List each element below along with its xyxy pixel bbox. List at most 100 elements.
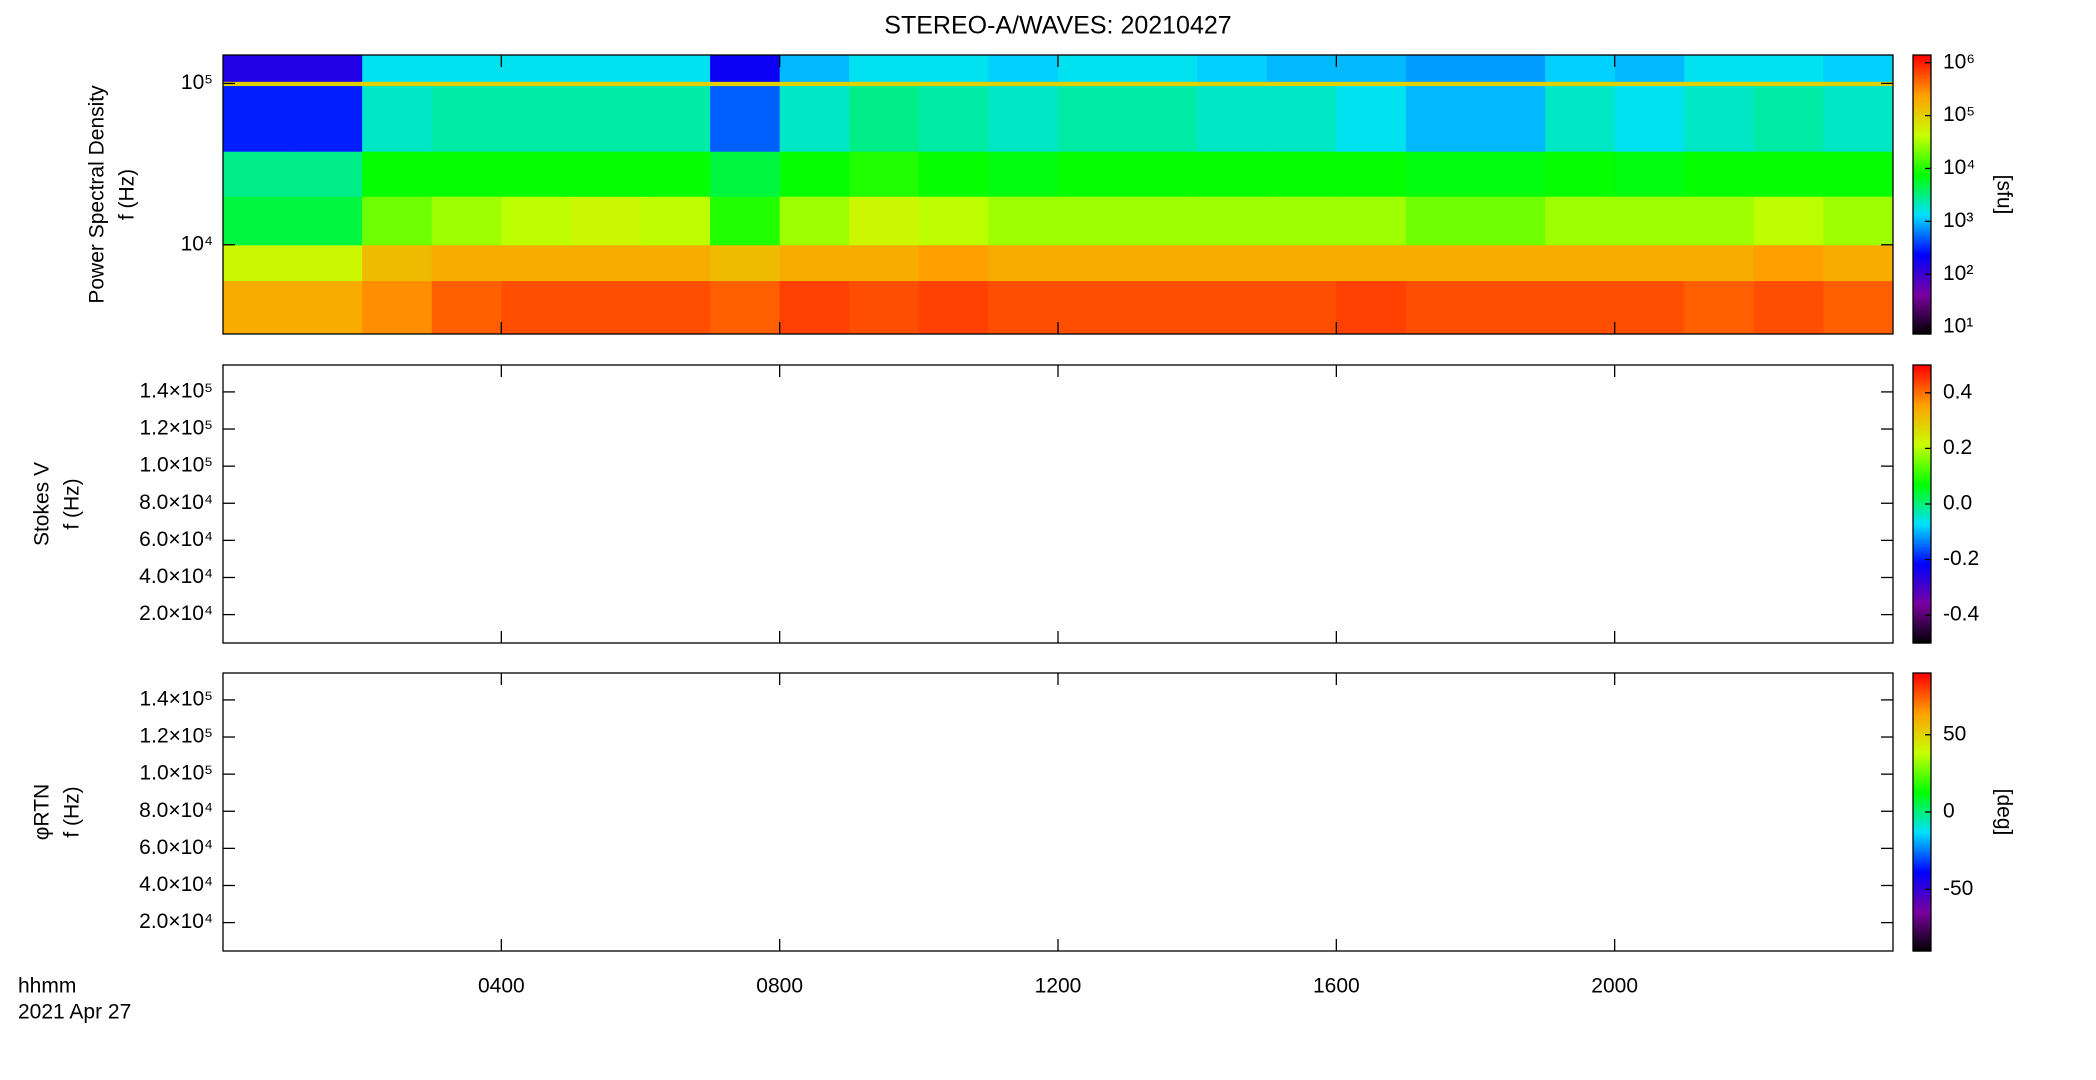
colorbar-tick-label: 0.2 [1943,436,1972,459]
heatmap-cell [779,244,850,282]
y-tick-label: 10⁴ [181,232,213,255]
colorbar-segment [1913,758,1931,762]
heatmap-cell [640,280,711,335]
colorbar-segment [1913,541,1931,544]
heatmap-cell [1545,85,1616,152]
colorbar-segment [1913,719,1931,723]
colorbar-segment [1913,199,1931,203]
colorbar-segment [1913,432,1931,436]
colorbar-segment [1913,673,1931,676]
colorbar-segment [1913,289,1931,293]
colorbar-segment [1913,264,1931,268]
colorbar-segment [1913,559,1931,563]
y-tick-label: 1.2×10⁵ [139,725,213,748]
colorbar-segment [1913,94,1931,98]
colorbar-segment [1913,624,1931,628]
colorbar-segment [1913,418,1931,422]
colorbar-segment [1913,733,1931,737]
y-tick-label: 6.0×10⁴ [139,836,213,859]
colorbar-segment [1913,552,1931,556]
colorbar-segment [1913,229,1931,233]
y-tick-label: 1.2×10⁵ [139,417,213,440]
heatmap-cell [918,196,989,246]
colorbar-segment [1913,161,1931,165]
colorbar-tick-label: 10² [1943,262,1973,285]
colorbar-segment [1913,747,1931,751]
colorbar-segment [1913,450,1931,454]
y-tick-label: 8.0×10⁴ [139,491,213,514]
colorbar-segment [1913,108,1931,112]
colorbar-segment [1913,103,1931,107]
colorbar-segment [1913,941,1931,945]
colorbar-segment [1913,250,1931,254]
heatmap-cell [1753,280,1824,335]
colorbar-segment [1913,129,1931,133]
colorbar-segment [1913,164,1931,168]
colorbar-segment [1913,483,1931,487]
colorbar-segment [1913,867,1931,871]
heatmap-cell [1823,244,1894,282]
colorbar-segment [1913,268,1931,272]
colorbar-tick-label: 0 [1943,800,1955,823]
heatmap-cell [501,81,572,87]
colorbar-segment [1913,457,1931,461]
x-axis-label: 2021 Apr 27 [18,1001,131,1024]
heatmap-cell [1684,85,1755,152]
colorbar-segment [1913,194,1931,198]
heatmap-cell [1266,151,1337,197]
heatmap-cell [223,55,294,82]
heatmap-cell [988,151,1059,197]
colorbar-segment [1913,71,1931,75]
y-axis-label: φRTN [31,784,54,840]
colorbar-segment [1913,254,1931,258]
colorbar-segment [1913,890,1931,894]
chart-title: STEREO-A/WAVES: 20210427 [884,12,1231,40]
y-tick-label: 2.0×10⁴ [139,602,213,625]
plot-frame [222,364,1894,644]
colorbar-segment [1913,930,1931,934]
colorbar-segment [1913,459,1931,463]
heatmap-cell [1058,151,1129,197]
colorbar-tick-label: -50 [1943,877,1973,900]
colorbar-segment [1913,828,1931,832]
colorbar-segment [1913,485,1931,489]
colorbar-segment [1913,631,1931,635]
colorbar-segment [1913,397,1931,401]
x-tick-label: 1600 [1313,975,1360,998]
colorbar-segment [1913,271,1931,275]
colorbar-segment [1913,385,1931,389]
colorbar-segment [1913,788,1931,792]
colorbar-segment [1913,700,1931,704]
heatmap-cell [1684,280,1755,335]
colorbar-segment [1913,677,1931,681]
colorbar-segment [1913,390,1931,394]
heatmap-cell [710,280,781,335]
colorbar-segment [1913,916,1931,920]
colorbar-segment [1913,82,1931,86]
colorbar-segment [1913,798,1931,802]
colorbar-segment [1913,543,1931,547]
colorbar-segment [1913,610,1931,614]
colorbar-segment [1913,61,1931,65]
colorbar-segment [1913,856,1931,859]
colorbar-segment [1913,587,1931,591]
heatmap-cell [1753,85,1824,152]
heatmap-cell [570,81,641,87]
colorbar-segment [1913,120,1931,124]
colorbar-segment [1913,795,1931,799]
colorbar-segment [1913,117,1931,121]
heatmap-cell [223,151,294,197]
heatmap-cell [570,151,641,197]
y-axis-label: Power Spectral Density [86,85,109,304]
heatmap-cell [431,196,502,246]
colorbar-segment [1913,603,1931,607]
heatmap-cell [501,85,572,152]
heatmap-cell [988,280,1059,335]
colorbar-segment [1913,585,1931,588]
colorbar-segment [1913,327,1931,330]
colorbar-segment [1913,296,1931,300]
colorbar-segment [1913,598,1931,602]
heatmap-cell [501,196,572,246]
colorbar-segment [1913,187,1931,191]
